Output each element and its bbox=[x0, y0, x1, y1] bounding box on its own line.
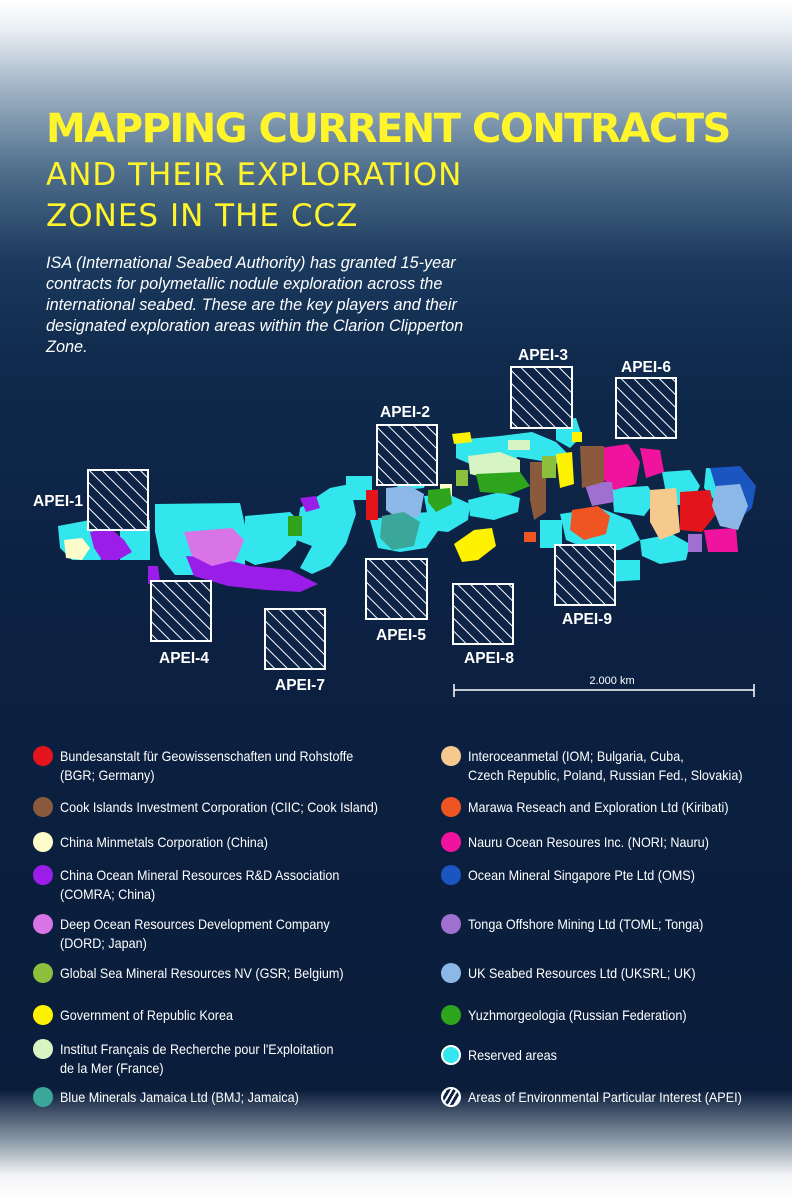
apei-7-label: APEI-7 bbox=[275, 677, 325, 694]
legend-item-comra: China Ocean Mineral Resources R&D Associ… bbox=[33, 865, 370, 904]
apei-5-label: APEI-5 bbox=[376, 627, 426, 644]
apei-1-box bbox=[87, 469, 149, 531]
legend-label-iom: Interoceanmetal (IOM; Bulgaria, Cuba, Cz… bbox=[468, 748, 743, 783]
apei-2-box bbox=[376, 424, 438, 486]
legend-swatch-bmj bbox=[33, 1087, 53, 1107]
apei-6-label: APEI-6 bbox=[621, 359, 671, 376]
legend-item-minmetals: China Minmetals Corporation (China) bbox=[33, 832, 291, 852]
legend-item-yuzhmorgeologia: Yuzhmorgeologia (Russian Federation) bbox=[441, 1005, 711, 1025]
legend-label-bmj: Blue Minerals Jamaica Ltd (BMJ; Jamaica) bbox=[60, 1089, 299, 1105]
legend-item-bgr: Bundesanstalt für Geowissenschaften und … bbox=[33, 746, 386, 785]
legend-item-apei: Areas of Environmental Particular Intere… bbox=[441, 1087, 772, 1107]
legend-swatch-nori bbox=[441, 832, 461, 852]
title-line-3: ZONES IN THE CCZ bbox=[46, 198, 359, 234]
legend-item-korea: Government of Republic Korea bbox=[33, 1005, 252, 1025]
title-line-1: MAPPING CURRENT CONTRACTS bbox=[46, 106, 731, 152]
legend-label-oms: Ocean Mineral Singapore Pte Ltd (OMS) bbox=[468, 867, 695, 883]
legend-label-reserved: Reserved areas bbox=[468, 1047, 557, 1063]
legend-label-minmetals: China Minmetals Corporation (China) bbox=[60, 834, 268, 850]
legend-label-bgr: Bundesanstalt für Geowissenschaften und … bbox=[60, 748, 354, 783]
legend-swatch-gsr bbox=[33, 963, 53, 983]
legend-item-nori: Nauru Ocean Resoures Inc. (NORI; Nauru) bbox=[441, 832, 736, 852]
legend-item-uksrl: UK Seabed Resources Ltd (UKSRL; UK) bbox=[441, 963, 721, 983]
apei-8-box bbox=[452, 583, 514, 645]
apei-7-box bbox=[264, 608, 326, 670]
legend-item-gsr: Global Sea Mineral Resources NV (GSR; Be… bbox=[33, 963, 375, 983]
legend-label-toml: Tonga Offshore Mining Ltd (TOML; Tonga) bbox=[468, 916, 704, 932]
apei-boxes bbox=[87, 366, 677, 670]
apei-1-label: APEI-1 bbox=[33, 493, 83, 510]
intro-text: ISA (International Seabed Authority) has… bbox=[46, 254, 464, 356]
apei-8-label: APEI-8 bbox=[464, 650, 514, 667]
legend-swatch-bgr bbox=[33, 746, 53, 766]
legend-label-korea: Government of Republic Korea bbox=[60, 1007, 233, 1023]
legend-swatch-dord bbox=[33, 914, 53, 934]
legend-item-toml: Tonga Offshore Mining Ltd (TOML; Tonga) bbox=[441, 914, 729, 934]
legend-item-oms: Ocean Mineral Singapore Pte Ltd (OMS) bbox=[441, 865, 720, 885]
legend-swatch-ciic bbox=[33, 797, 53, 817]
legend-swatch-ifremer bbox=[33, 1039, 53, 1059]
title-line-2: AND THEIR EXPLORATION bbox=[46, 157, 463, 193]
legend-label-apei: Areas of Environmental Particular Intere… bbox=[468, 1089, 742, 1105]
legend-item-ifremer: Institut Français de Recherche pour l'Ex… bbox=[33, 1039, 364, 1078]
legend-label-comra: China Ocean Mineral Resources R&D Associ… bbox=[60, 867, 340, 902]
apei-4-box bbox=[150, 580, 212, 642]
apei-9-label: APEI-9 bbox=[562, 611, 612, 628]
legend-swatch-uksrl bbox=[441, 963, 461, 983]
legend-label-gsr: Global Sea Mineral Resources NV (GSR; Be… bbox=[60, 965, 344, 981]
apei-hatch-icon bbox=[441, 1087, 461, 1107]
legend-swatch-marawa bbox=[441, 797, 461, 817]
legend-item-ciic: Cook Islands Investment Corporation (CII… bbox=[33, 797, 413, 817]
apei-9-box bbox=[554, 544, 616, 606]
legend-label-dord: Deep Ocean Resources Development Company… bbox=[60, 916, 330, 951]
apei-3-label: APEI-3 bbox=[518, 347, 568, 364]
apei-2-label: APEI-2 bbox=[380, 404, 430, 421]
legend-label-yuzhmorgeologia: Yuzhmorgeologia (Russian Federation) bbox=[468, 1007, 687, 1023]
legend-swatch-reserved bbox=[441, 1045, 461, 1065]
legend-item-iom: Interoceanmetal (IOM; Bulgaria, Cuba, Cz… bbox=[441, 746, 773, 785]
legend-item-reserved: Reserved areas bbox=[441, 1045, 567, 1065]
legend-swatch-comra bbox=[33, 865, 53, 885]
legend-label-marawa: Marawa Reseach and Exploration Ltd (Kiri… bbox=[468, 799, 729, 815]
legend-item-dord: Deep Ocean Resources Development Company… bbox=[33, 914, 360, 953]
legend-label-ciic: Cook Islands Investment Corporation (CII… bbox=[60, 799, 378, 815]
legend-label-ifremer: Institut Français de Recherche pour l'Ex… bbox=[60, 1041, 334, 1076]
legend-swatch-korea bbox=[33, 1005, 53, 1025]
legend-swatch-oms bbox=[441, 865, 461, 885]
scale-label: 2.000 km bbox=[589, 675, 634, 687]
legend-swatch-yuzhmorgeologia bbox=[441, 1005, 461, 1025]
apei-6-box bbox=[615, 377, 677, 439]
scale-bar bbox=[453, 684, 755, 697]
apei-5-box bbox=[365, 558, 428, 620]
legend-swatch-minmetals bbox=[33, 832, 53, 852]
legend-item-bmj: Blue Minerals Jamaica Ltd (BMJ; Jamaica) bbox=[33, 1087, 325, 1107]
legend-item-marawa: Marawa Reseach and Exploration Ltd (Kiri… bbox=[441, 797, 757, 817]
apei-4-label: APEI-4 bbox=[159, 650, 209, 667]
contract-areas bbox=[64, 432, 756, 592]
apei-3-box bbox=[510, 366, 573, 429]
legend-swatch-toml bbox=[441, 914, 461, 934]
legend-label-uksrl: UK Seabed Resources Ltd (UKSRL; UK) bbox=[468, 965, 696, 981]
legend-swatch-iom bbox=[441, 746, 461, 766]
legend-label-nori: Nauru Ocean Resoures Inc. (NORI; Nauru) bbox=[468, 834, 709, 850]
ccz-map: APEI-1 APEI-2 APEI-3 APEI-4 APEI-5 APEI-… bbox=[33, 347, 756, 697]
